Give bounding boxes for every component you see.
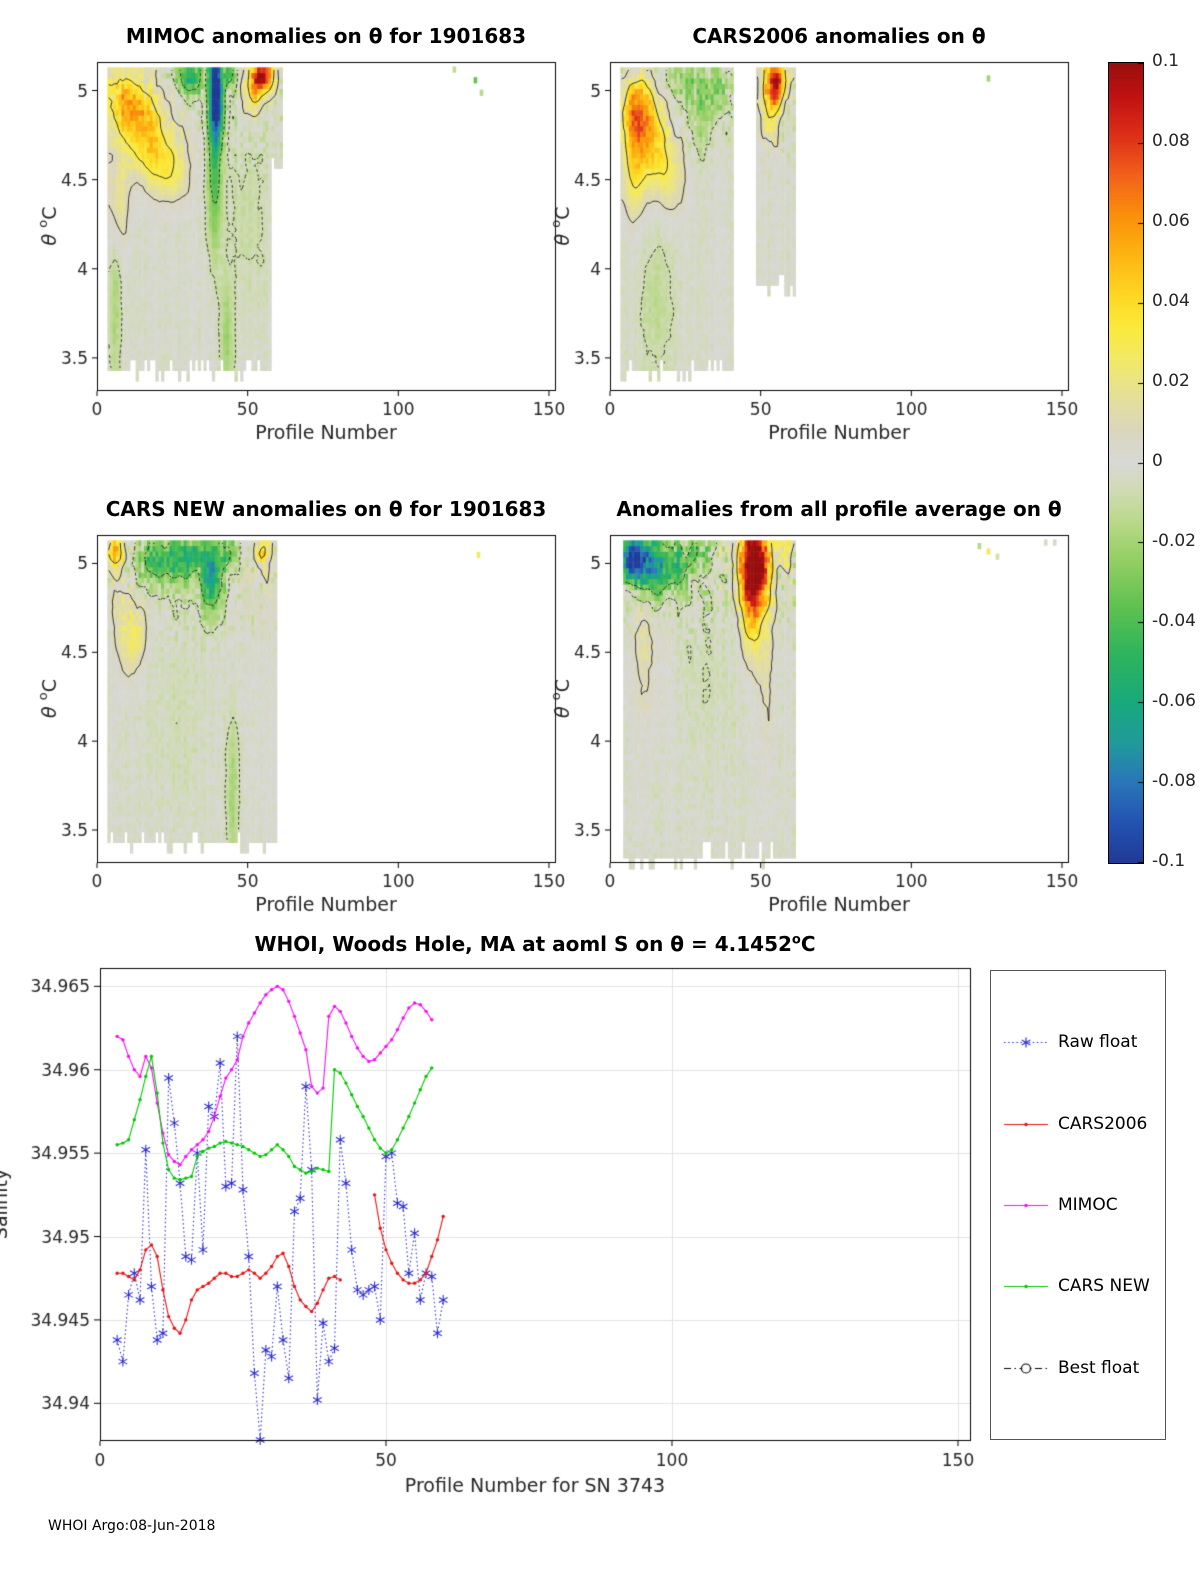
mimoc-legend-marker: [1003, 1195, 1049, 1214]
subplot-all-profile-average-title: Anomalies from all profile average on θ: [616, 497, 1062, 521]
subplot-cars2006-title: CARS2006 anomalies on θ: [692, 24, 986, 48]
colorbar-tick-label: 0: [1152, 451, 1163, 471]
subplot-salinity: WHOI, Woods Hole, MA at aoml S on θ = 4.…: [0, 932, 982, 1498]
salinity-title-sup: o: [791, 932, 801, 948]
salinity-title-unit: C: [800, 932, 816, 956]
legend-label-cars2006: CARS2006: [1058, 1113, 1148, 1134]
legend-label-mimoc: MIMOC: [1058, 1194, 1118, 1215]
legend-item-mimoc: MIMOC: [1003, 1195, 1165, 1215]
legend-item-best-float: Best float: [1003, 1358, 1165, 1378]
colorbar: [1108, 62, 1144, 864]
subplot-mimoc-title: MIMOC anomalies on θ for 1901683: [125, 24, 527, 48]
salinity-line-canvas: [0, 952, 982, 1498]
cars2006-heatmap-canvas: [548, 50, 1082, 448]
colorbar-tick-label: -0.08: [1152, 771, 1196, 791]
cars-new-legend-marker: [1003, 1277, 1049, 1296]
colorbar-gradient-canvas: [1109, 63, 1143, 863]
subplot-cars-new-title: CARS NEW anomalies on θ for 1901683: [105, 497, 547, 521]
colorbar-tick-label: -0.02: [1152, 531, 1196, 551]
subplot-cars-new: CARS NEW anomalies on θ for 1901683: [35, 497, 569, 920]
legend-item-cars2006: CARS2006: [1003, 1114, 1165, 1134]
colorbar-tick-label: -0.1: [1152, 851, 1186, 871]
colorbar-tick-label: -0.04: [1152, 611, 1196, 631]
colorbar-tick-label: 0.06: [1152, 211, 1190, 231]
colorbar-tick-label: 0.1: [1152, 51, 1180, 71]
colorbar-tick-label: 0.04: [1152, 291, 1190, 311]
cars-new-heatmap-canvas: [35, 523, 569, 920]
mimoc-heatmap-canvas: [35, 50, 569, 448]
best-float-legend-marker: [1003, 1358, 1049, 1377]
colorbar-tick-label: -0.06: [1152, 691, 1196, 711]
colorbar-tick-labels: 0.1 0.08 0.06 0.04 0.02 0 -0.02 -0.04 -0.06 -0.08…: [1152, 0, 1200, 900]
colorbar-tick-label: 0.02: [1152, 371, 1190, 391]
all-profile-average-heatmap-canvas: [548, 523, 1082, 920]
cars2006-legend-marker: [1003, 1114, 1049, 1133]
subplot-cars2006: CARS2006 anomalies on θ: [548, 24, 1082, 448]
legend-label-raw-float: Raw float: [1058, 1032, 1138, 1053]
raw-float-legend-marker: [1003, 1033, 1049, 1052]
legend-label-cars-new: CARS NEW: [1058, 1276, 1150, 1297]
legend-label-best-float: Best float: [1058, 1357, 1140, 1378]
colorbar-tick-label: 0.08: [1152, 131, 1190, 151]
legend-item-cars-new: CARS NEW: [1003, 1276, 1165, 1296]
footer-datestamp: WHOI Argo:08-Jun-2018: [48, 1518, 216, 1534]
subplot-all-profile-average: Anomalies from all profile average on θ: [548, 497, 1082, 920]
legend-item-raw-float: Raw float: [1003, 1032, 1165, 1052]
legend-box: Raw float CARS2006 MIMOC CARS NEW Best f…: [990, 970, 1166, 1440]
subplot-mimoc: MIMOC anomalies on θ for 1901683: [35, 24, 569, 448]
